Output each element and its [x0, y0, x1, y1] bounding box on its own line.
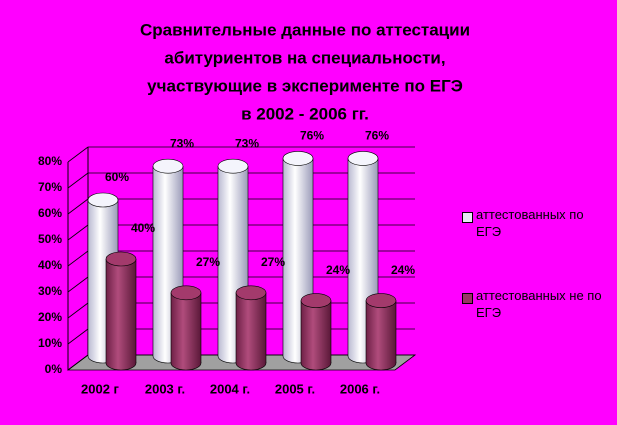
value-label: 40%: [131, 221, 155, 235]
value-label: 24%: [326, 263, 350, 277]
x-tick-label: 2004 г.: [210, 381, 250, 396]
value-label: 27%: [261, 255, 285, 269]
legend-label: аттестованных не по ЕГЭ: [476, 288, 602, 320]
cylinder-top: [217, 158, 249, 174]
y-tick-label: 20%: [38, 310, 62, 324]
cylinder-top: [170, 285, 202, 301]
grid-line: [67, 198, 89, 215]
cylinder-top: [235, 285, 267, 301]
cylinder-top: [87, 192, 119, 208]
cylinder-top: [347, 151, 379, 166]
y-tick-label: 50%: [38, 232, 62, 246]
bar: [236, 292, 266, 363]
value-label: 76%: [365, 129, 389, 143]
value-label: 24%: [391, 263, 415, 277]
grid-line: [67, 302, 89, 319]
grid-line: [67, 276, 89, 293]
y-tick-label: 30%: [38, 284, 62, 298]
cylinder-top: [365, 293, 397, 308]
grid-line: [67, 172, 89, 189]
x-tick-label: 2005 г.: [275, 381, 315, 396]
bar: [366, 300, 396, 363]
y-tick-label: 0%: [45, 362, 63, 376]
legend-swatch: [462, 212, 473, 223]
x-tick-label: 2006 г.: [340, 381, 380, 396]
cylinder-top: [282, 151, 314, 166]
legend-swatch: [462, 293, 473, 304]
chart-title: Сравнительные данные по аттестации: [140, 20, 470, 39]
cylinder-top: [152, 158, 184, 174]
x-tick-label: 2002 г: [81, 381, 120, 396]
grid-line: [67, 250, 89, 267]
y-tick-label: 70%: [38, 180, 62, 194]
value-label: 60%: [105, 170, 129, 184]
bar: [106, 259, 136, 363]
grid-line: [67, 354, 89, 371]
value-label: 27%: [196, 255, 220, 269]
bar: [301, 300, 331, 363]
bar: [171, 292, 201, 363]
chart-title: участвующие в эксперименте по ЕГЭ: [147, 76, 463, 95]
x-tick-label: 2003 г.: [145, 381, 185, 396]
cylinder-top: [300, 293, 332, 308]
value-label: 73%: [235, 136, 259, 150]
chart-title: абитуриентов на специальности,: [164, 48, 445, 67]
y-tick-label: 60%: [38, 206, 62, 220]
grid-line: [67, 328, 89, 345]
legend-label: аттестованных по ЕГЭ: [476, 207, 584, 239]
value-label: 76%: [300, 129, 324, 143]
y-tick-label: 40%: [38, 258, 62, 272]
grid-line: [67, 224, 89, 241]
y-tick-label: 10%: [38, 336, 62, 350]
grid-line: [67, 146, 89, 163]
chart-title: в 2002 - 2006 гг.: [241, 104, 369, 123]
cylinder-top: [105, 251, 137, 267]
value-label: 73%: [170, 136, 194, 150]
y-tick-label: 80%: [38, 154, 62, 168]
